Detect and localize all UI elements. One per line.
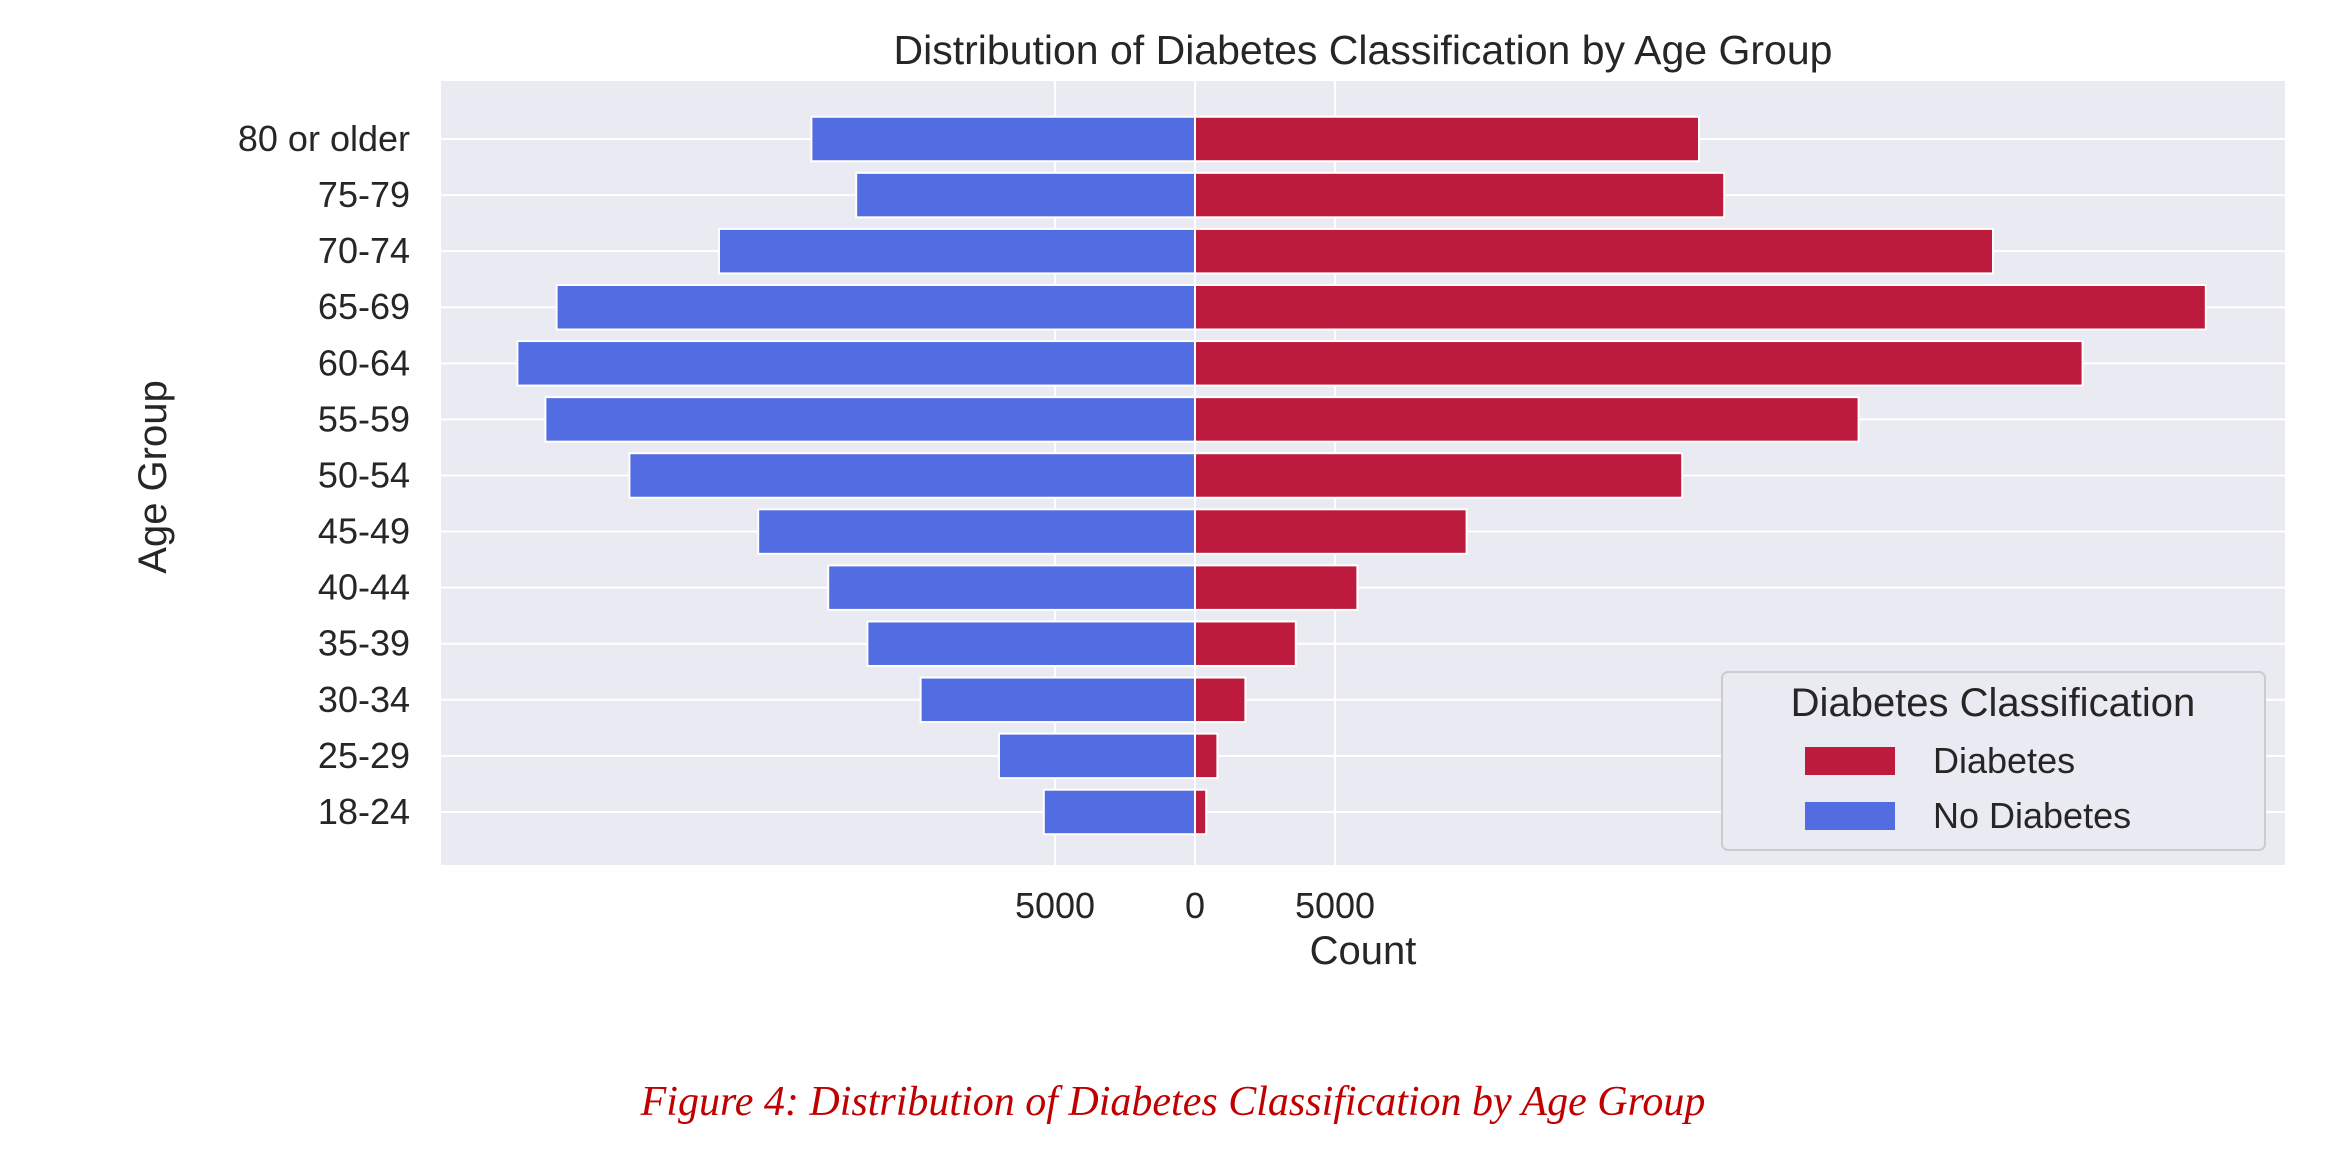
legend-label: Diabetes: [1933, 740, 2075, 781]
y-tick-label: 55-59: [318, 398, 410, 439]
x-tick-label: 5000: [1015, 885, 1095, 926]
bar-diabetes: [1195, 229, 1993, 274]
bar-diabetes: [1195, 117, 1699, 162]
bar-diabetes: [1195, 509, 1467, 554]
x-tick-label: 5000: [1295, 885, 1375, 926]
bar-no-diabetes: [999, 734, 1195, 779]
y-axis-label: Age Group: [131, 380, 175, 573]
y-tick-label: 35-39: [318, 623, 410, 664]
bar-no-diabetes: [758, 509, 1195, 554]
x-tick-labels: 5000 0 5000: [1015, 885, 1375, 926]
bar-no-diabetes: [557, 285, 1195, 330]
y-tick-label: 50-54: [318, 454, 410, 495]
bar-no-diabetes: [517, 341, 1195, 386]
y-tick-label: 30-34: [318, 679, 410, 720]
bar-no-diabetes: [719, 229, 1195, 274]
y-tick-label: 40-44: [318, 567, 410, 608]
x-axis-label: Count: [1310, 929, 1417, 973]
bar-no-diabetes: [545, 397, 1195, 442]
legend-label: No Diabetes: [1933, 795, 2131, 836]
bar-no-diabetes: [867, 621, 1195, 666]
bar-no-diabetes: [811, 117, 1195, 162]
bar-diabetes: [1195, 678, 1245, 723]
bar-diabetes: [1195, 173, 1724, 218]
legend-swatch: [1805, 802, 1895, 830]
bar-diabetes: [1195, 341, 2083, 386]
bar-diabetes: [1195, 565, 1357, 610]
y-tick-label: 70-74: [318, 230, 410, 271]
chart: 80 or older 75-79 70-74 65-69 60-64 55-59 50-5…: [0, 0, 2346, 1000]
y-tick-labels: 80 or older 75-79 70-74 65-69 60-64 55-59 50-5…: [238, 118, 410, 832]
bar-diabetes: [1195, 790, 1206, 835]
y-tick-label: 60-64: [318, 342, 410, 383]
bar-diabetes: [1195, 397, 1859, 442]
figure-caption: Figure 4: Distribution of Diabetes Class…: [0, 1078, 2346, 1126]
bar-no-diabetes: [828, 565, 1195, 610]
bar-no-diabetes: [856, 173, 1195, 218]
x-tick-label: 0: [1185, 885, 1205, 926]
legend-swatch: [1805, 747, 1895, 775]
y-tick-label: 25-29: [318, 735, 410, 776]
legend-title: Diabetes Classification: [1791, 681, 2196, 725]
chart-title: Distribution of Diabetes Classification …: [894, 27, 1833, 73]
y-tick-label: 45-49: [318, 511, 410, 552]
bar-no-diabetes: [1044, 790, 1195, 835]
bar-diabetes: [1195, 285, 2206, 330]
bar-diabetes: [1195, 734, 1217, 779]
y-tick-label: 80 or older: [238, 118, 410, 159]
bar-no-diabetes: [629, 453, 1195, 498]
bar-no-diabetes: [921, 678, 1195, 723]
y-tick-label: 18-24: [318, 791, 410, 832]
y-tick-label: 75-79: [318, 174, 410, 215]
legend: Diabetes Classification Diabetes No Diabe…: [1722, 672, 2265, 850]
bar-diabetes: [1195, 621, 1296, 666]
bar-diabetes: [1195, 453, 1682, 498]
y-tick-label: 65-69: [318, 286, 410, 327]
